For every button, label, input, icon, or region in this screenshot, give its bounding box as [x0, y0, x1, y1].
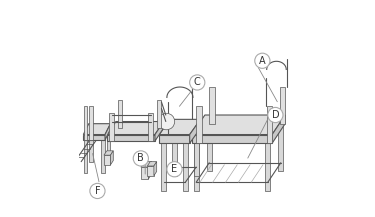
Circle shape: [158, 113, 175, 130]
Polygon shape: [89, 129, 93, 162]
Polygon shape: [159, 135, 190, 143]
Polygon shape: [101, 140, 105, 173]
Circle shape: [167, 162, 182, 177]
Polygon shape: [207, 124, 212, 171]
Polygon shape: [107, 135, 155, 141]
Polygon shape: [209, 87, 214, 124]
Polygon shape: [110, 113, 114, 141]
Polygon shape: [84, 140, 87, 173]
Polygon shape: [194, 143, 199, 191]
Polygon shape: [141, 162, 152, 167]
Text: A: A: [259, 56, 266, 66]
Polygon shape: [157, 100, 162, 128]
Polygon shape: [192, 115, 285, 135]
Polygon shape: [192, 135, 272, 143]
Polygon shape: [106, 129, 110, 162]
Polygon shape: [172, 128, 177, 176]
Polygon shape: [154, 162, 157, 176]
Polygon shape: [107, 122, 164, 135]
Polygon shape: [83, 135, 105, 140]
Polygon shape: [272, 115, 285, 143]
Polygon shape: [159, 119, 201, 135]
Polygon shape: [155, 122, 164, 141]
Circle shape: [133, 151, 148, 166]
Polygon shape: [148, 162, 152, 179]
Circle shape: [255, 53, 270, 68]
Polygon shape: [183, 143, 188, 191]
Text: E: E: [171, 164, 177, 174]
Polygon shape: [104, 155, 111, 165]
Text: D: D: [272, 110, 279, 120]
Text: F: F: [94, 186, 100, 196]
Polygon shape: [118, 100, 122, 128]
Polygon shape: [265, 143, 270, 191]
Text: C: C: [194, 77, 201, 87]
Polygon shape: [194, 128, 199, 176]
Circle shape: [268, 107, 283, 123]
Text: B: B: [138, 153, 144, 163]
Polygon shape: [105, 124, 111, 140]
Polygon shape: [190, 119, 201, 143]
Circle shape: [190, 75, 205, 90]
Polygon shape: [104, 151, 113, 155]
Polygon shape: [83, 124, 111, 135]
Polygon shape: [161, 143, 166, 191]
Polygon shape: [89, 106, 93, 140]
Polygon shape: [141, 167, 148, 179]
Polygon shape: [267, 106, 272, 143]
Polygon shape: [196, 106, 202, 143]
Polygon shape: [84, 106, 87, 140]
Polygon shape: [111, 151, 113, 165]
Polygon shape: [147, 166, 154, 176]
Circle shape: [90, 183, 105, 199]
Polygon shape: [147, 162, 157, 166]
Polygon shape: [148, 113, 153, 141]
Polygon shape: [280, 87, 285, 124]
Polygon shape: [278, 124, 284, 171]
